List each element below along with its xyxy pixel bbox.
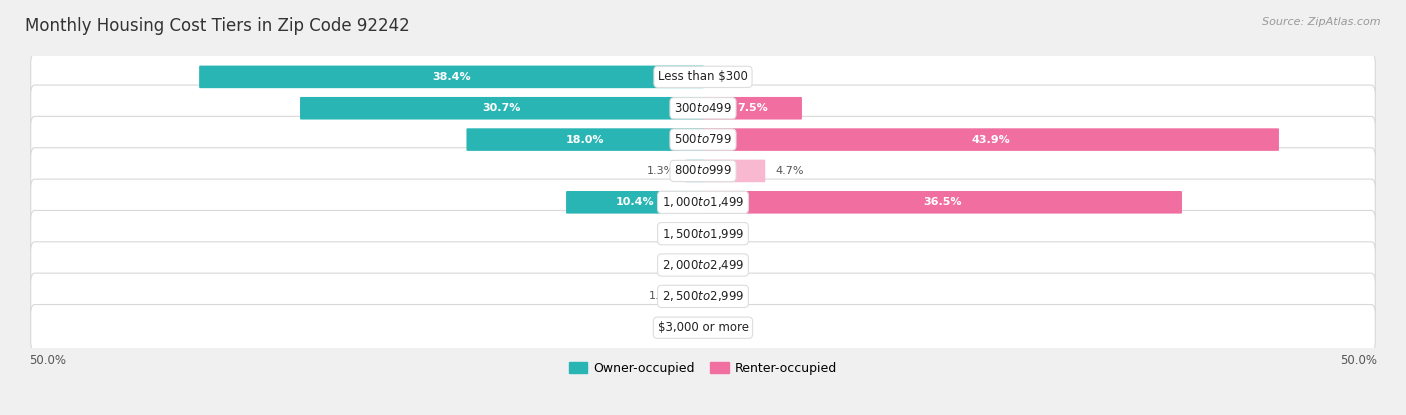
FancyBboxPatch shape <box>31 273 1375 320</box>
Text: $300 to $499: $300 to $499 <box>673 102 733 115</box>
Text: 0.0%: 0.0% <box>713 291 742 301</box>
Text: 0.0%: 0.0% <box>713 72 742 82</box>
FancyBboxPatch shape <box>200 66 703 88</box>
Text: Source: ZipAtlas.com: Source: ZipAtlas.com <box>1263 17 1381 27</box>
FancyBboxPatch shape <box>703 191 1182 214</box>
FancyBboxPatch shape <box>703 128 1279 151</box>
FancyBboxPatch shape <box>31 305 1375 351</box>
Text: $1,500 to $1,999: $1,500 to $1,999 <box>662 227 744 241</box>
Text: 10.4%: 10.4% <box>616 197 654 208</box>
FancyBboxPatch shape <box>686 285 703 308</box>
Text: 18.0%: 18.0% <box>565 134 605 144</box>
FancyBboxPatch shape <box>31 54 1375 100</box>
Text: 0.0%: 0.0% <box>664 229 693 239</box>
FancyBboxPatch shape <box>31 85 1375 132</box>
Text: 0.0%: 0.0% <box>713 260 742 270</box>
FancyBboxPatch shape <box>703 97 801 120</box>
Text: $500 to $799: $500 to $799 <box>673 133 733 146</box>
Text: 7.5%: 7.5% <box>737 103 768 113</box>
Text: 0.0%: 0.0% <box>713 229 742 239</box>
Text: 0.0%: 0.0% <box>664 323 693 333</box>
Text: 1.3%: 1.3% <box>647 166 675 176</box>
FancyBboxPatch shape <box>299 97 703 120</box>
Text: 0.0%: 0.0% <box>713 323 742 333</box>
Text: $2,500 to $2,999: $2,500 to $2,999 <box>662 289 744 303</box>
Text: $3,000 or more: $3,000 or more <box>658 321 748 334</box>
Legend: Owner-occupied, Renter-occupied: Owner-occupied, Renter-occupied <box>564 357 842 380</box>
Text: 4.7%: 4.7% <box>775 166 804 176</box>
Text: Less than $300: Less than $300 <box>658 71 748 83</box>
FancyBboxPatch shape <box>31 116 1375 163</box>
Text: $1,000 to $1,499: $1,000 to $1,499 <box>662 195 744 209</box>
Text: 43.9%: 43.9% <box>972 134 1010 144</box>
FancyBboxPatch shape <box>567 191 703 214</box>
Text: 0.0%: 0.0% <box>664 260 693 270</box>
Text: 36.5%: 36.5% <box>922 197 962 208</box>
FancyBboxPatch shape <box>467 128 703 151</box>
FancyBboxPatch shape <box>685 160 703 182</box>
Text: 1.2%: 1.2% <box>648 291 676 301</box>
Text: $2,000 to $2,499: $2,000 to $2,499 <box>662 258 744 272</box>
FancyBboxPatch shape <box>31 210 1375 257</box>
FancyBboxPatch shape <box>31 242 1375 288</box>
FancyBboxPatch shape <box>31 179 1375 225</box>
Text: Monthly Housing Cost Tiers in Zip Code 92242: Monthly Housing Cost Tiers in Zip Code 9… <box>25 17 411 34</box>
FancyBboxPatch shape <box>31 148 1375 194</box>
Text: $800 to $999: $800 to $999 <box>673 164 733 178</box>
Text: 38.4%: 38.4% <box>432 72 471 82</box>
Text: 30.7%: 30.7% <box>482 103 522 113</box>
FancyBboxPatch shape <box>703 160 765 182</box>
